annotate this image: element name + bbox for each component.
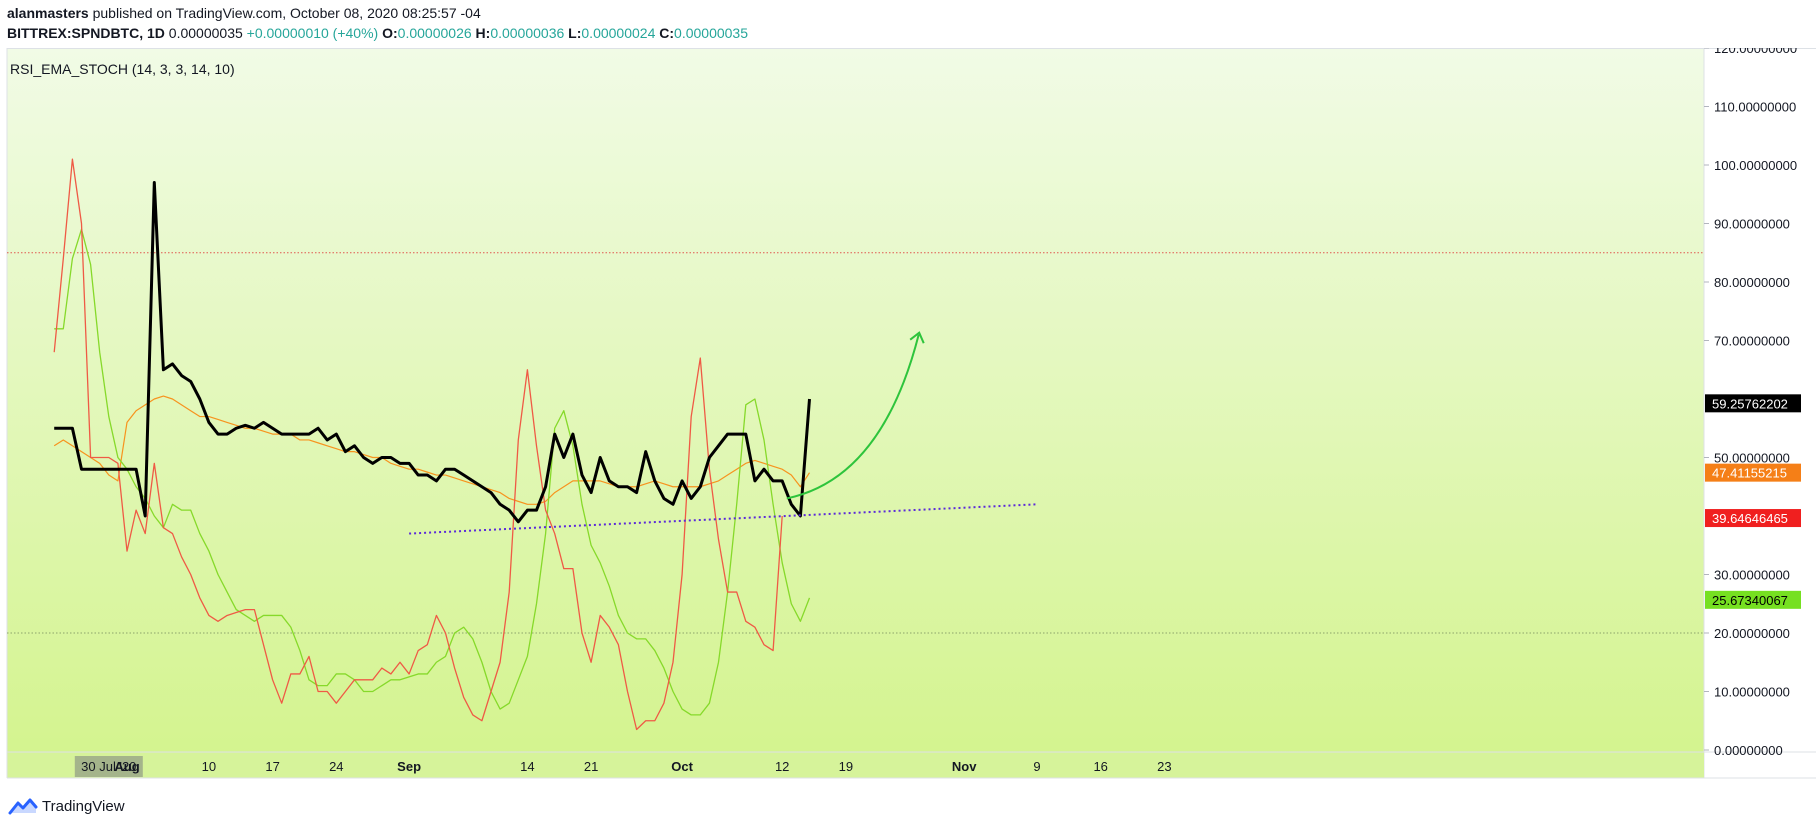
x-tick-label: 21 [584,759,598,774]
y-tick-label: 80.00000000 [1714,275,1790,290]
x-tick-label: 9 [1033,759,1040,774]
x-tick-label: Sep [397,759,421,774]
y-tick-label: 100.00000000 [1714,158,1797,173]
price-label-value: 39.64646465 [1712,511,1788,526]
price-labels: 59.25762202 47.41155215 39.64646465 25.6734… [1705,394,1801,609]
price-label-value: 25.67340067 [1712,593,1788,608]
x-tick-label: Aug [114,759,139,774]
drawings[interactable] [409,331,1038,535]
y-tick-label: 90.00000000 [1714,217,1790,232]
open-value: 0.00000026 [397,25,472,41]
x-tick-label: 16 [1093,759,1107,774]
crosshair-date-label: 30 Jul '20 [81,759,136,774]
low-value: 0.00000024 [581,25,656,41]
x-tick-label: 10 [202,759,216,774]
plot-background [7,48,1704,752]
price-label-badge [1705,509,1801,528]
crosshair-date-badge [74,756,143,777]
x-tick-label: 17 [265,759,279,774]
indicator-series [53,158,811,731]
curved-up-arrow[interactable] [786,331,925,500]
y-tick-label: 20.00000000 [1714,626,1790,641]
x-tick-label: Oct [671,759,693,774]
tradingview-logo-icon [8,798,38,815]
x-tick-label: 12 [775,759,789,774]
chart-area[interactable]: 120.00000000 110.00000000 100.00000000 90.0… [0,41,1816,788]
y-tick-label: 70.00000000 [1714,334,1790,349]
symbol-info: BITTREX:SPNDBTC, 1D 0.00000035 +0.000000… [7,25,748,41]
y-tick-label: 0.00000000 [1714,743,1783,758]
price-label-badge [1705,590,1801,609]
y-tick-label: 30.00000000 [1714,568,1790,583]
indicator-title: RSI_EMA_STOCH (14, 3, 3, 14, 10) [10,61,235,77]
open-label: O: [382,25,398,41]
series-line-red [53,158,783,731]
indicator-chart[interactable]: 120.00000000110.00000000100.0000000090.0… [0,41,1816,788]
x-tick-label: 19 [839,759,853,774]
x-tick-label: 23 [1157,759,1171,774]
price-axis[interactable]: 120.00000000 110.00000000 100.00000000 90.0… [1704,41,1797,758]
time-axis-background [7,752,1704,778]
price-label-badge [1705,394,1801,413]
series-line-rsi [54,181,811,524]
y-tick-label: 110.00000000 [1714,100,1796,115]
y-tick-label: 120.00000000 [1714,48,1797,56]
close-value: 0.00000035 [674,25,748,41]
low-label: L: [568,25,582,41]
price-label-badge [1705,463,1801,482]
high-value: 0.00000036 [490,25,565,41]
time-axis[interactable]: Aug 10 17 24 Sep 14 21 Oct 12 19 Nov 9 16 23 30 Jul '2… [74,756,1172,777]
price-label-value: 47.41155215 [1712,466,1787,481]
y-tick-label: 50.00000000 [1714,451,1790,466]
last-price: 0.00000035 [168,25,243,41]
close-label: C: [659,25,675,41]
series-line-green [54,228,811,716]
price-label-value: 59.25762202 [1712,396,1788,411]
symbol-label: BITTREX:SPNDBTC, 1D [7,25,165,41]
y-tick-label: 10.00000000 [1714,685,1790,700]
tradingview-brand: TradingView [42,797,125,815]
publish-info: alanmasters published on TradingView.com… [7,5,481,21]
author-name[interactable]: alanmasters [7,5,89,21]
x-tick-label: 14 [520,759,534,774]
high-label: H: [475,25,491,41]
tradingview-footer[interactable]: TradingView [8,796,125,816]
x-tick-label: Nov [952,759,977,774]
published-text: published on TradingView.com, October 08… [92,5,481,21]
x-tick-label: 24 [329,759,343,774]
level-lines [7,252,1704,634]
price-change: +0.00000010 (+40%) [246,25,379,41]
